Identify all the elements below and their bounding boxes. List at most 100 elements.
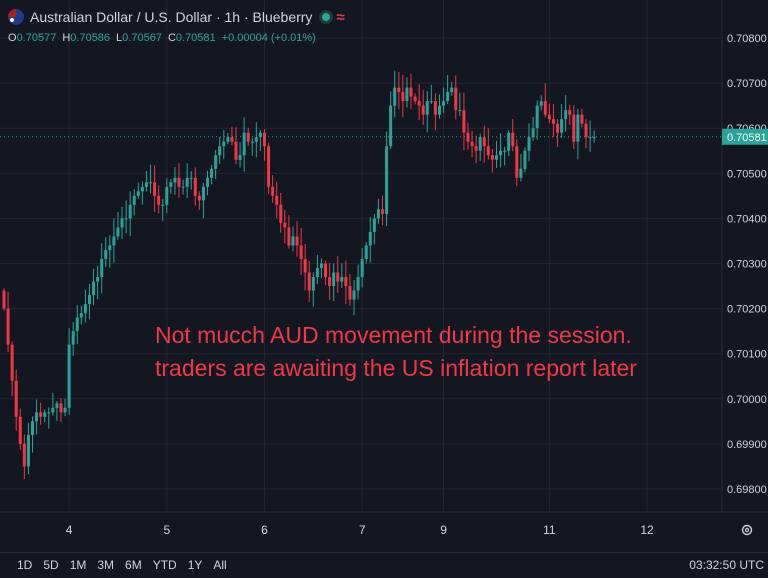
candle-body — [344, 277, 348, 287]
candle-body — [63, 407, 67, 413]
candle-body — [336, 272, 340, 282]
candle-body — [319, 263, 323, 269]
candle-body — [275, 195, 279, 205]
candle-body — [291, 236, 295, 246]
candle — [584, 119, 588, 149]
range-button-all[interactable]: All — [213, 558, 227, 572]
candle-body — [55, 403, 59, 408]
candle — [295, 221, 299, 257]
candle — [132, 189, 136, 216]
candle — [254, 122, 258, 158]
candle-body — [206, 177, 209, 187]
gear-icon[interactable] — [740, 523, 754, 537]
market-status-icon[interactable] — [322, 13, 331, 21]
candle-body — [364, 245, 368, 259]
candle-body — [185, 177, 189, 187]
candle-body — [437, 105, 441, 115]
range-button-6m[interactable]: 6M — [125, 558, 142, 572]
candle-body — [572, 114, 576, 142]
candle — [348, 273, 352, 306]
x-tick-label: 9 — [440, 523, 447, 537]
candle — [499, 133, 503, 168]
candle-body — [59, 403, 63, 413]
y-tick-label: 0.69800 — [727, 484, 767, 496]
candle — [267, 142, 271, 195]
candle — [356, 264, 360, 300]
candle-body — [531, 128, 535, 138]
candle — [385, 131, 389, 227]
candle-body — [470, 141, 474, 147]
candle — [59, 398, 63, 422]
candle — [2, 288, 6, 311]
candle-body — [527, 137, 531, 151]
candle-body — [413, 96, 417, 102]
candle — [458, 92, 462, 116]
candle-body — [6, 308, 10, 345]
candle-body — [299, 245, 303, 259]
candle-body — [181, 186, 185, 188]
candle-body — [340, 277, 344, 282]
candle — [230, 126, 234, 146]
range-buttons: 1D 5D 1M 3M 6M YTD 1Y All — [17, 558, 227, 572]
candle-body — [177, 177, 181, 187]
candle-body — [466, 132, 470, 142]
candle — [478, 133, 482, 161]
candle-body — [283, 222, 287, 228]
candle — [26, 422, 30, 475]
candle — [206, 170, 209, 196]
x-tick-label: 7 — [359, 523, 366, 537]
close-value: 0.70581 — [175, 32, 216, 44]
candle-body — [149, 182, 153, 184]
range-button-5d[interactable]: 5D — [43, 558, 59, 572]
candle-body — [193, 177, 197, 196]
candle-body — [564, 110, 568, 120]
candle — [79, 305, 83, 325]
candle-body — [405, 87, 409, 102]
range-button-1y[interactable]: 1Y — [187, 558, 203, 572]
candle — [340, 263, 344, 288]
range-button-1m[interactable]: 1M — [69, 558, 87, 572]
candle — [128, 191, 132, 237]
candle — [116, 211, 120, 240]
candle — [462, 92, 466, 151]
candle — [30, 416, 34, 453]
candle-body — [43, 412, 47, 417]
candle — [287, 215, 291, 249]
x-tick-label: 5 — [163, 523, 170, 537]
candle — [169, 179, 173, 194]
candle-body — [226, 137, 230, 142]
y-tick-label: 0.70100 — [727, 349, 767, 361]
candle — [108, 235, 112, 268]
candle — [324, 260, 328, 286]
candle-body — [79, 313, 83, 318]
candle-body — [433, 101, 437, 115]
range-button-1d[interactable]: 1D — [17, 558, 33, 572]
candle-body — [165, 186, 169, 205]
candle-body — [144, 182, 148, 187]
candle-body — [486, 146, 490, 156]
candle — [51, 392, 55, 416]
candle — [6, 291, 10, 353]
candle-body — [409, 87, 413, 97]
candle-body — [368, 231, 372, 246]
candle-body — [503, 150, 507, 152]
candle-body — [108, 245, 112, 250]
candle-body — [132, 195, 136, 205]
candle — [197, 191, 201, 210]
candle-body — [262, 132, 266, 147]
candle-body — [307, 272, 311, 291]
candle — [531, 116, 535, 141]
range-button-3m[interactable]: 3M — [97, 558, 115, 572]
range-button-ytd[interactable]: YTD — [152, 558, 177, 572]
candle — [177, 163, 181, 198]
candle — [71, 322, 75, 356]
candle-body — [35, 412, 39, 422]
wave-icon[interactable]: ≈ — [336, 8, 345, 26]
candle — [511, 118, 515, 151]
flag-icon — [8, 9, 24, 25]
chart-grid — [0, 0, 722, 512]
candle — [425, 91, 429, 133]
candle-body — [67, 344, 71, 408]
candle — [560, 104, 564, 138]
